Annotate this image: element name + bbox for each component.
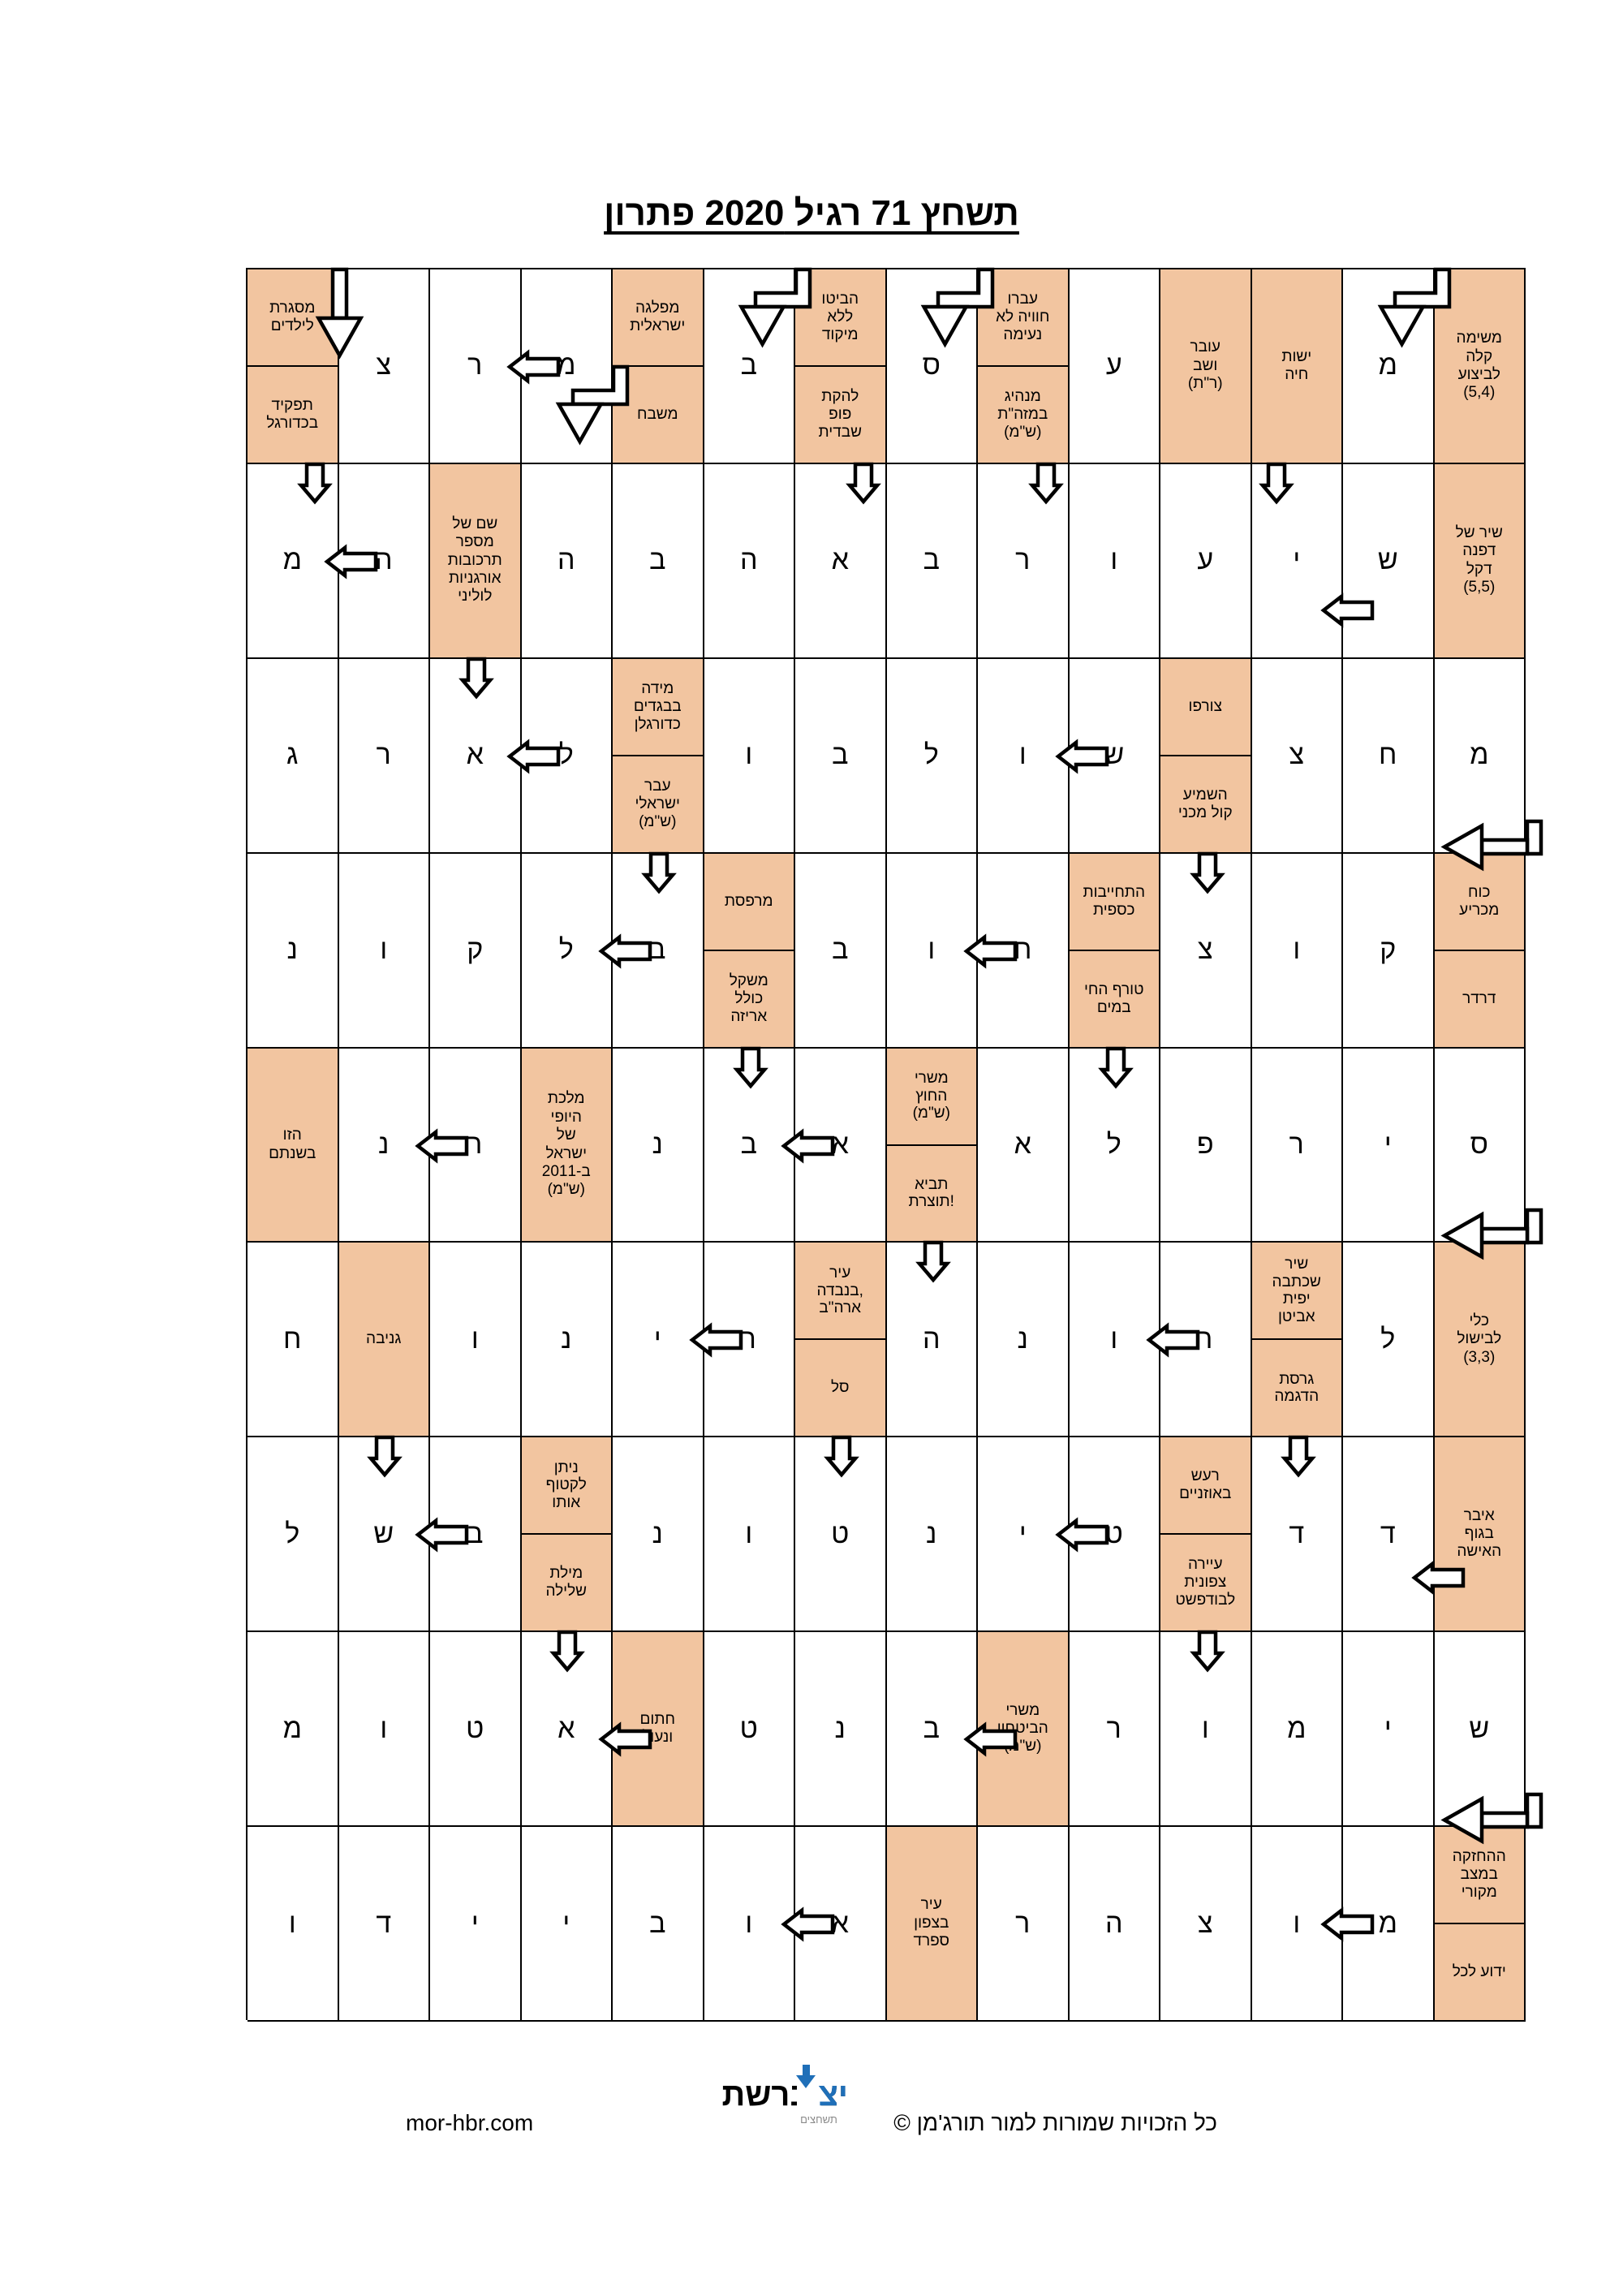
svg-text:יצ: יצ (819, 2077, 848, 2113)
